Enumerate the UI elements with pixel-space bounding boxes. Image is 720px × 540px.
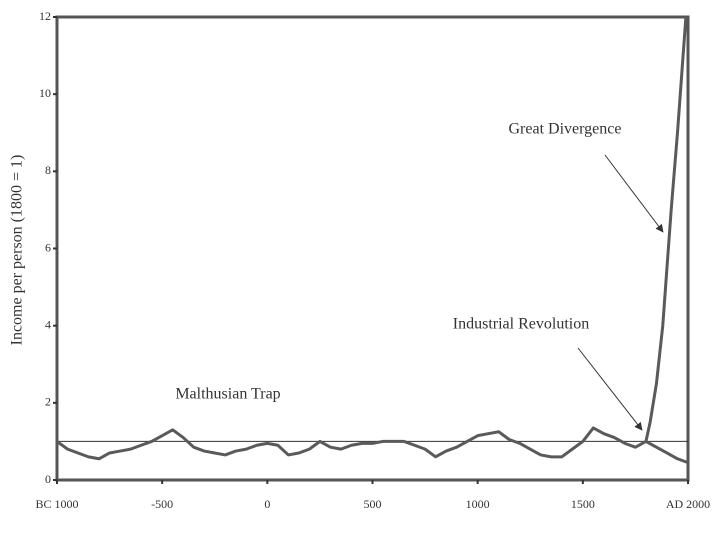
y-axis-label: Income per person (1800 = 1) <box>9 155 26 346</box>
x-tick-label: 0 <box>264 497 270 511</box>
y-tick-label: 4 <box>45 317 51 331</box>
plot-frame <box>55 15 690 482</box>
x-tick-label: -500 <box>151 497 173 511</box>
x-tick-label: 1500 <box>571 497 595 511</box>
x-tick-label: BC 1000 <box>35 497 78 511</box>
y-tick-label: 2 <box>45 395 51 409</box>
y-tick-label: 10 <box>39 86 51 100</box>
arrow <box>604 154 664 233</box>
data-line <box>56 16 688 461</box>
y-tick-label: 0 <box>45 472 51 486</box>
arrow <box>577 347 643 431</box>
y-tick-label: 12 <box>39 9 51 23</box>
y-tick-label: 8 <box>45 163 51 177</box>
y-tick-label: 6 <box>45 240 51 254</box>
annotation: Great Divergence <box>509 121 622 138</box>
annotation: Malthusian Trap <box>175 386 280 403</box>
x-tick-label: 1000 <box>466 497 490 511</box>
x-tick-label: 500 <box>364 497 382 511</box>
annotation: Industrial Revolution <box>453 316 589 333</box>
x-tick-label: AD 2000 <box>666 497 710 511</box>
data-line <box>645 440 689 465</box>
